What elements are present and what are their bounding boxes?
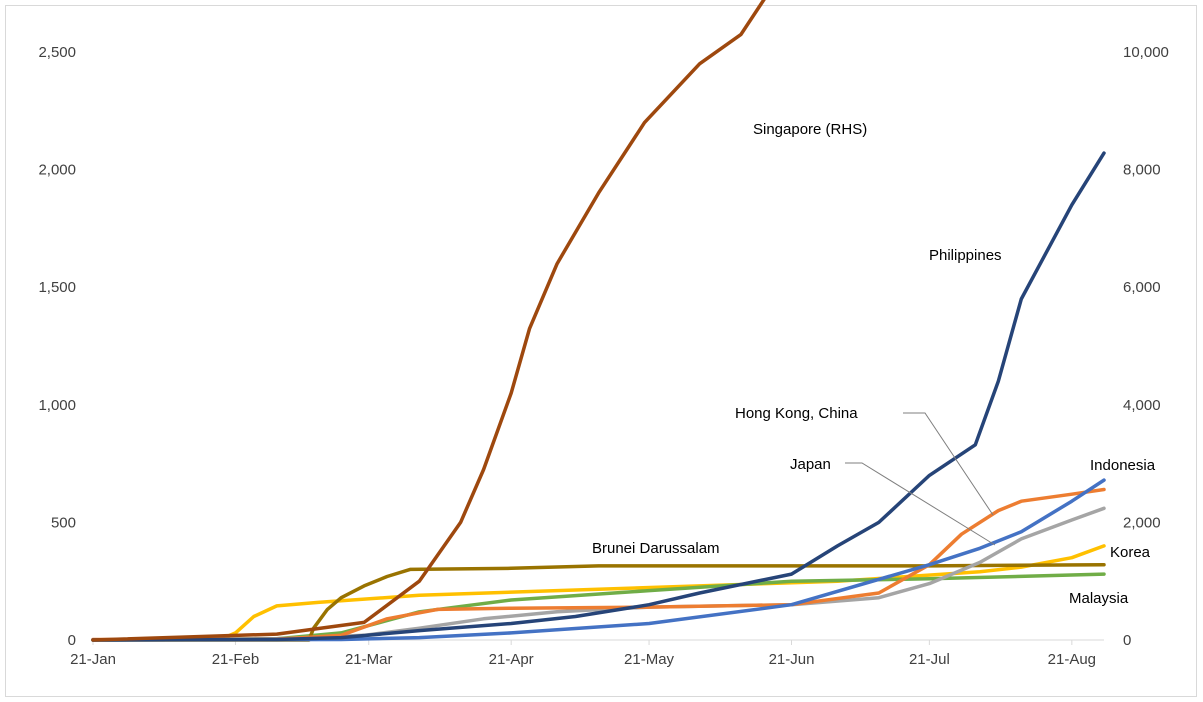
y-right-tick-label: 10,000 xyxy=(1123,44,1169,61)
label-hong-kong-china: Hong Kong, China xyxy=(735,405,858,422)
y-left-tick-label: 1,000 xyxy=(38,397,76,414)
label-korea: Korea xyxy=(1110,544,1151,561)
x-tick-label: 21-Apr xyxy=(489,651,534,668)
label-philippines: Philippines xyxy=(929,247,1002,264)
series-line-brunei-darussalam xyxy=(91,562,1106,642)
y-left-tick-label: 1,500 xyxy=(38,279,76,296)
y-right-tick-label: 6,000 xyxy=(1123,279,1161,296)
x-tick-label: 21-Jun xyxy=(769,651,815,668)
label-japan: Japan xyxy=(790,456,831,473)
label-indonesia: Indonesia xyxy=(1090,457,1156,474)
x-tick-label: 21-Feb xyxy=(212,651,260,668)
x-tick-label: 21-Mar xyxy=(345,651,393,668)
chart-series-lines xyxy=(91,0,1106,642)
y-left-tick-label: 2,000 xyxy=(38,162,76,179)
y-right-tick-label: 4,000 xyxy=(1123,397,1161,414)
label-brunei-darussalam: Brunei Darussalam xyxy=(592,540,720,557)
series-line-indonesia xyxy=(91,478,1106,642)
hong-kong-leader-line xyxy=(903,412,994,516)
y-right-tick-label: 8,000 xyxy=(1123,162,1161,179)
label-malaysia: Malaysia xyxy=(1069,590,1129,607)
series-line-philippines xyxy=(91,151,1106,642)
series-line-korea xyxy=(91,544,1106,642)
chart-annotations: Singapore (RHS) Philippines Hong Kong, Chi… xyxy=(592,121,1156,607)
x-tick-label: 21-Aug xyxy=(1048,651,1096,668)
label-singapore-rhs: Singapore (RHS) xyxy=(753,121,867,138)
y-left-tick-label: 500 xyxy=(51,514,76,531)
y-right-tick-label: 0 xyxy=(1123,632,1131,649)
japan-leader-line xyxy=(845,462,996,546)
series-line-singapore-rhs xyxy=(91,0,766,642)
x-tick-label: 21-May xyxy=(624,651,675,668)
chart-axes: 0 500 1,000 1,500 2,000 2,500 0 2,000 4,000 6,000… xyxy=(38,44,1168,668)
chart-frame xyxy=(5,5,1197,697)
x-tick-label: 21-Jul xyxy=(909,651,950,668)
series-line-japan xyxy=(91,506,1106,642)
y-left-tick-label: 2,500 xyxy=(38,44,76,61)
x-tick-label: 21-Jan xyxy=(70,651,116,668)
y-right-tick-label: 2,000 xyxy=(1123,514,1161,531)
y-left-tick-label: 0 xyxy=(68,632,76,649)
